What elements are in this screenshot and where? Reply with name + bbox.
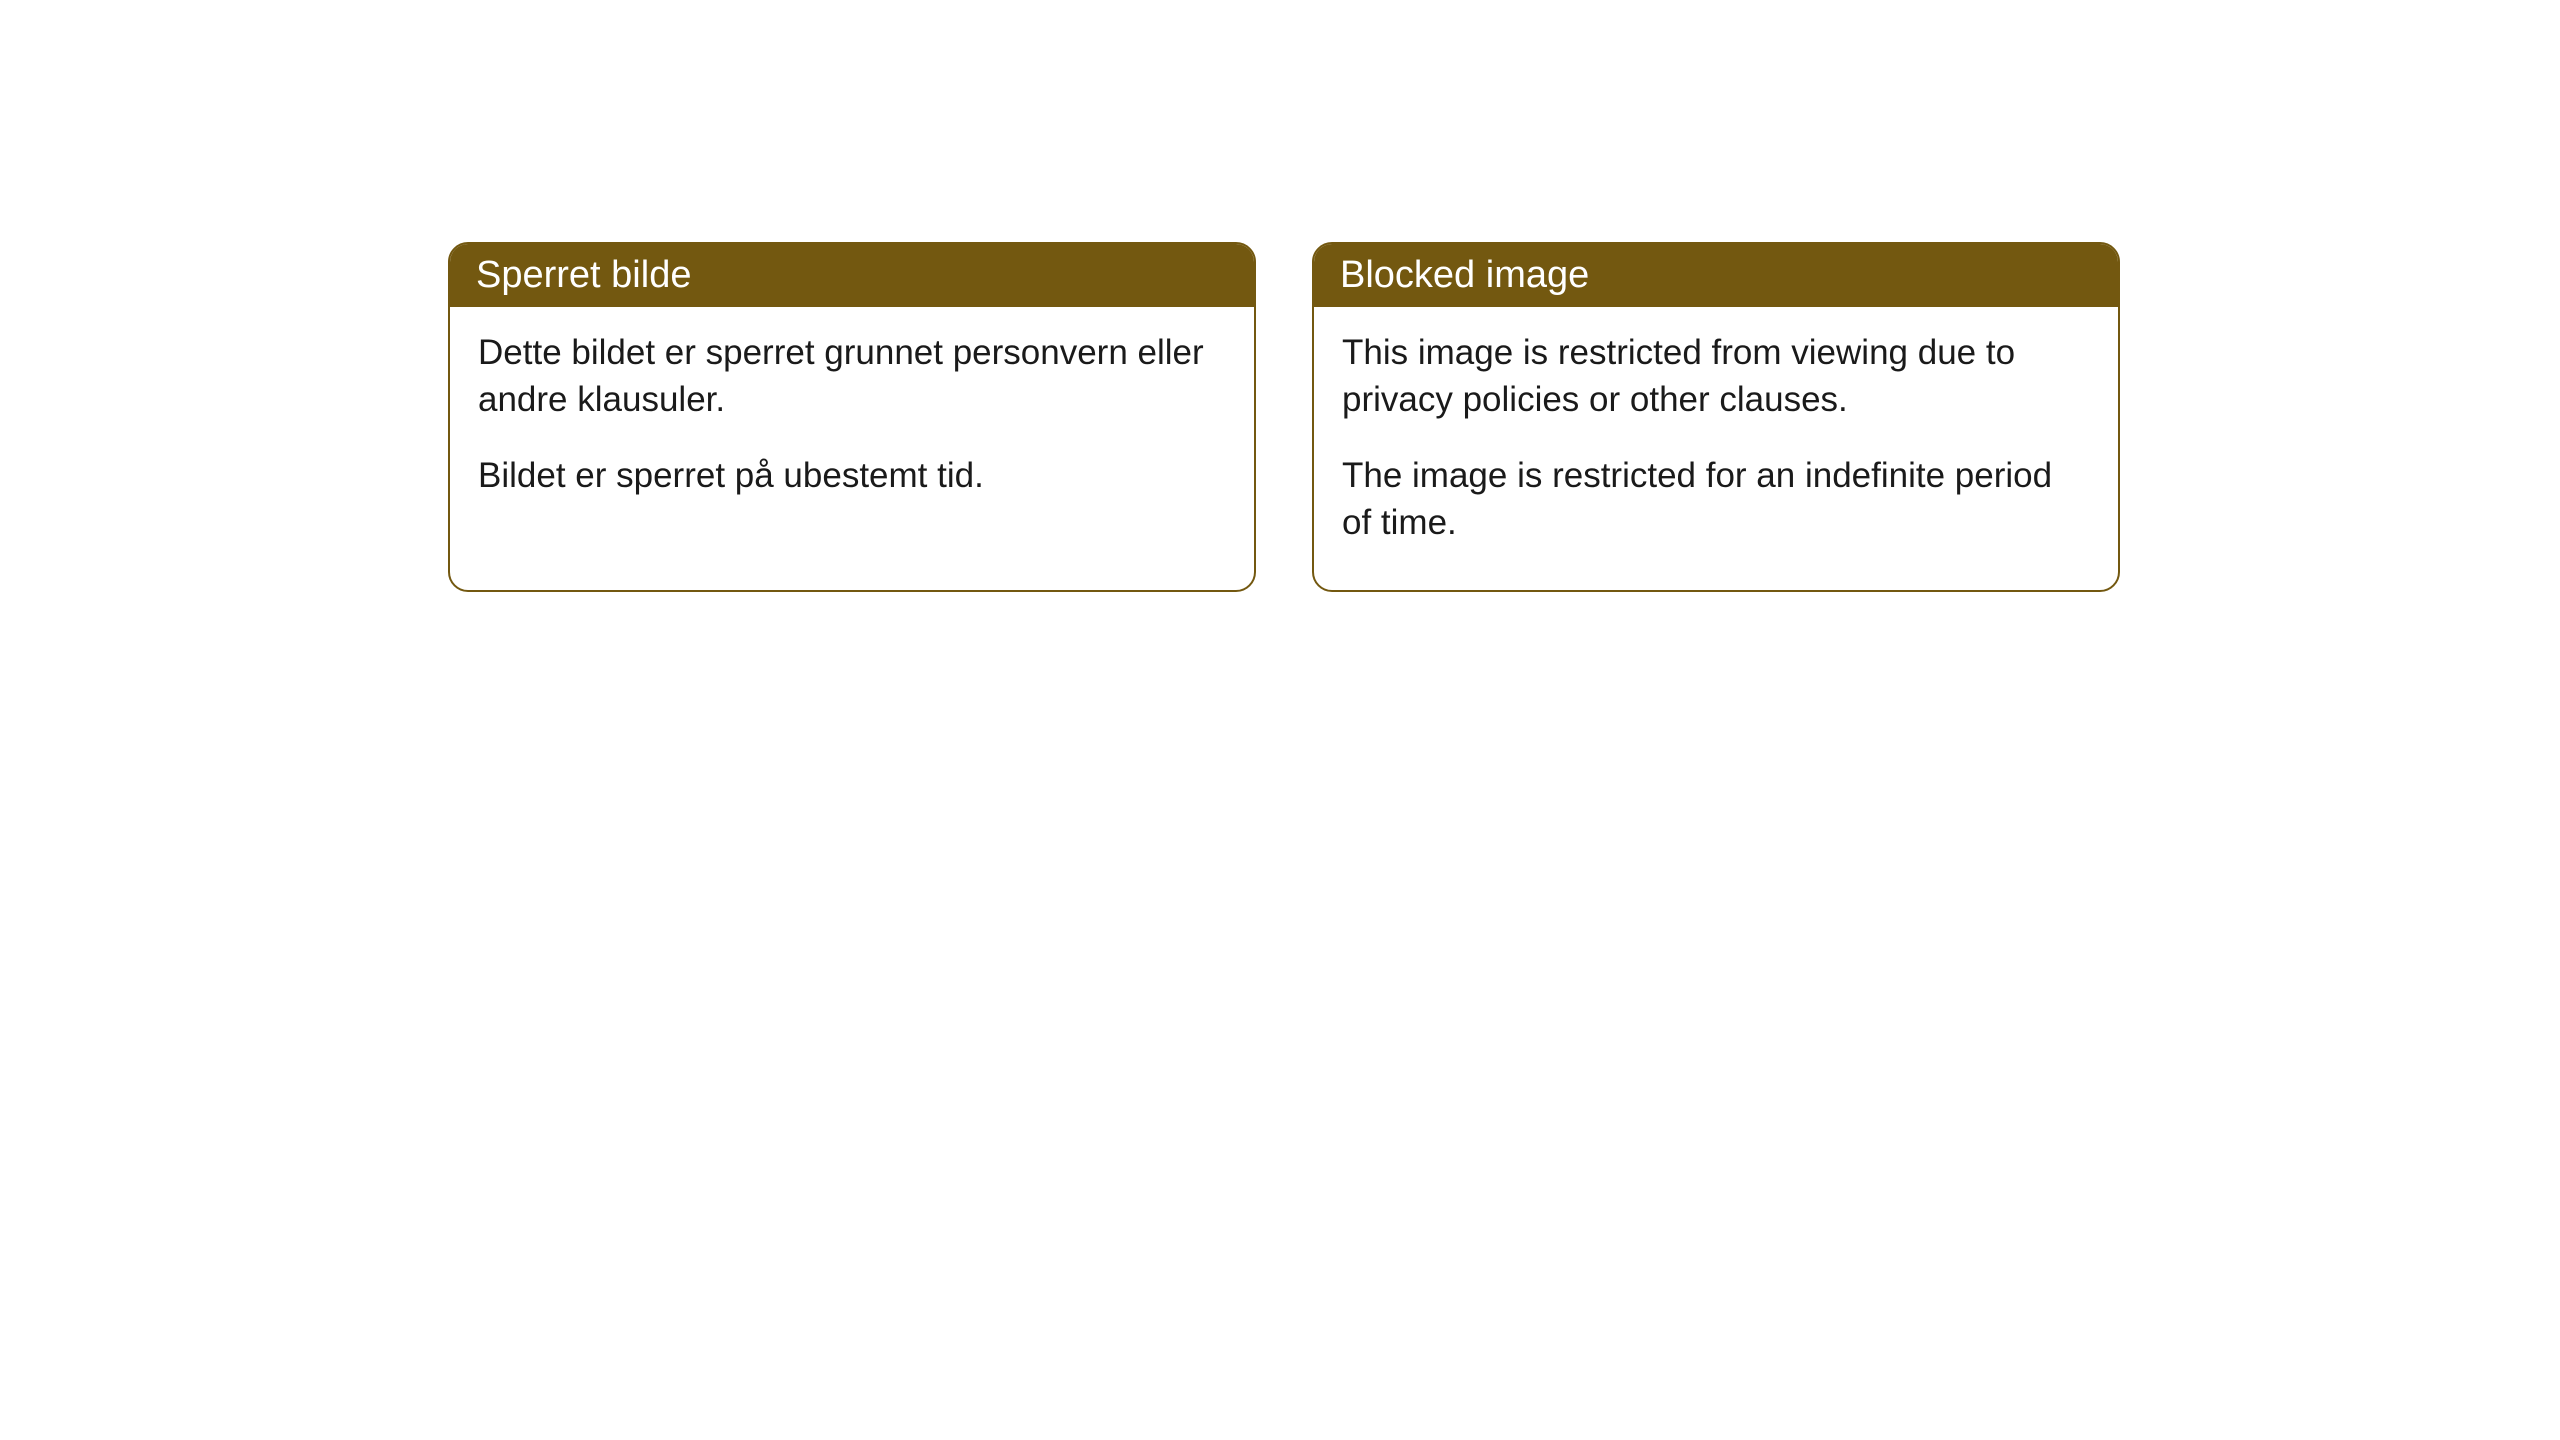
notice-body-english: This image is restricted from viewing du… xyxy=(1314,307,2118,590)
notice-paragraph-2-norwegian: Bildet er sperret på ubestemt tid. xyxy=(478,452,1226,499)
notice-cards-container: Sperret bilde Dette bildet er sperret gr… xyxy=(448,242,2560,592)
notice-paragraph-1-norwegian: Dette bildet er sperret grunnet personve… xyxy=(478,329,1226,424)
notice-card-norwegian: Sperret bilde Dette bildet er sperret gr… xyxy=(448,242,1256,592)
notice-body-norwegian: Dette bildet er sperret grunnet personve… xyxy=(450,307,1254,543)
notice-header-norwegian: Sperret bilde xyxy=(450,244,1254,307)
notice-paragraph-2-english: The image is restricted for an indefinit… xyxy=(1342,452,2090,547)
notice-header-english: Blocked image xyxy=(1314,244,2118,307)
notice-card-english: Blocked image This image is restricted f… xyxy=(1312,242,2120,592)
notice-paragraph-1-english: This image is restricted from viewing du… xyxy=(1342,329,2090,424)
